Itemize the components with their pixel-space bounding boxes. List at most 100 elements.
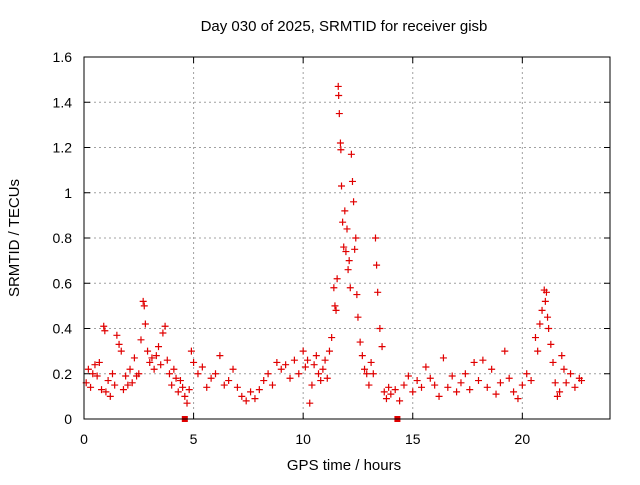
data-point: [479, 356, 487, 364]
data-point: [483, 383, 491, 391]
data-point: [319, 365, 327, 373]
data-point: [549, 358, 557, 366]
y-tick-label: 0.8: [53, 230, 73, 246]
data-point: [343, 225, 351, 233]
data-point: [534, 347, 542, 355]
data-point: [198, 363, 206, 371]
data-point: [361, 365, 369, 373]
data-point: [157, 361, 165, 369]
data-point: [363, 370, 371, 378]
data-point: [161, 322, 169, 330]
data-point: [562, 379, 570, 387]
data-point: [170, 365, 178, 373]
data-point: [190, 358, 198, 366]
data-point: [187, 347, 195, 355]
data-point: [439, 354, 447, 362]
data-point: [124, 381, 132, 389]
grid-layer: [84, 57, 610, 419]
data-point: [304, 356, 312, 364]
data-point: [207, 374, 215, 382]
data-point: [358, 352, 366, 360]
data-point: [152, 352, 160, 360]
data-point: [146, 358, 154, 366]
data-point: [84, 365, 92, 373]
data-point: [247, 388, 255, 396]
data-point: [308, 381, 316, 389]
data-point: [337, 146, 345, 154]
data-point: [380, 388, 388, 396]
data-point: [333, 275, 341, 283]
data-point: [341, 207, 349, 215]
y-tick-label: 0.2: [53, 366, 73, 382]
data-point: [203, 383, 211, 391]
data-point: [369, 370, 377, 378]
data-point: [470, 358, 478, 366]
data-point: [348, 177, 356, 185]
x-tick-label: 15: [405, 431, 421, 447]
data-point: [345, 257, 353, 265]
data-point: [488, 365, 496, 373]
data-point: [290, 356, 298, 364]
data-point: [130, 354, 138, 362]
data-point: [553, 392, 561, 400]
data-point: [119, 386, 127, 394]
data-point: [312, 352, 320, 360]
data-point: [378, 343, 386, 351]
data-point: [547, 340, 555, 348]
data-point: [373, 261, 381, 269]
data-point: [238, 392, 246, 400]
y-tick-label: 0.6: [53, 275, 73, 291]
data-point: [578, 377, 586, 385]
data-point: [400, 381, 408, 389]
data-point: [353, 291, 361, 299]
y-tick-label: 1.4: [53, 94, 73, 110]
data-point: [174, 388, 182, 396]
data-point: [538, 306, 546, 314]
data-point: [365, 381, 373, 389]
data-point: [347, 150, 355, 158]
y-tick-label: 1.2: [53, 140, 73, 156]
data-point: [137, 336, 145, 344]
data-point: [172, 374, 180, 382]
data-point: [571, 383, 579, 391]
data-point: [422, 363, 430, 371]
data-point: [165, 370, 173, 378]
data-point: [216, 352, 224, 360]
data-point: [527, 377, 535, 385]
data-point: [461, 370, 469, 378]
data-point: [342, 248, 350, 256]
data-point: [233, 383, 241, 391]
data-point: [95, 358, 103, 366]
data-point: [567, 370, 575, 378]
data-point: [301, 363, 309, 371]
data-point: [391, 386, 399, 394]
y-tick-label: 0.4: [53, 321, 73, 337]
y-axis-label: SRMTID / TECUs: [6, 179, 23, 297]
data-point: [104, 377, 112, 385]
data-point: [475, 377, 482, 385]
data-point: [93, 372, 101, 380]
data-point: [315, 370, 323, 378]
data-point: [135, 370, 143, 378]
data-point: [282, 361, 290, 369]
data-point: [101, 327, 109, 335]
data-point: [382, 395, 390, 403]
data-point: [367, 358, 375, 366]
data-point: [168, 381, 176, 389]
data-point: [444, 383, 452, 391]
data-point: [306, 399, 314, 407]
data-point: [141, 320, 149, 328]
data-point: [340, 243, 348, 251]
data-point: [111, 381, 119, 389]
data-point: [339, 218, 347, 226]
data-point: [255, 386, 263, 394]
data-point: [387, 390, 395, 398]
x-axis-label: GPS time / hours: [287, 457, 401, 474]
y-tick-label: 1.6: [53, 49, 73, 65]
data-point: [194, 370, 202, 378]
data-point: [346, 284, 354, 292]
data-point: [328, 334, 336, 342]
data-point: [139, 297, 147, 305]
data-point: [323, 374, 331, 382]
